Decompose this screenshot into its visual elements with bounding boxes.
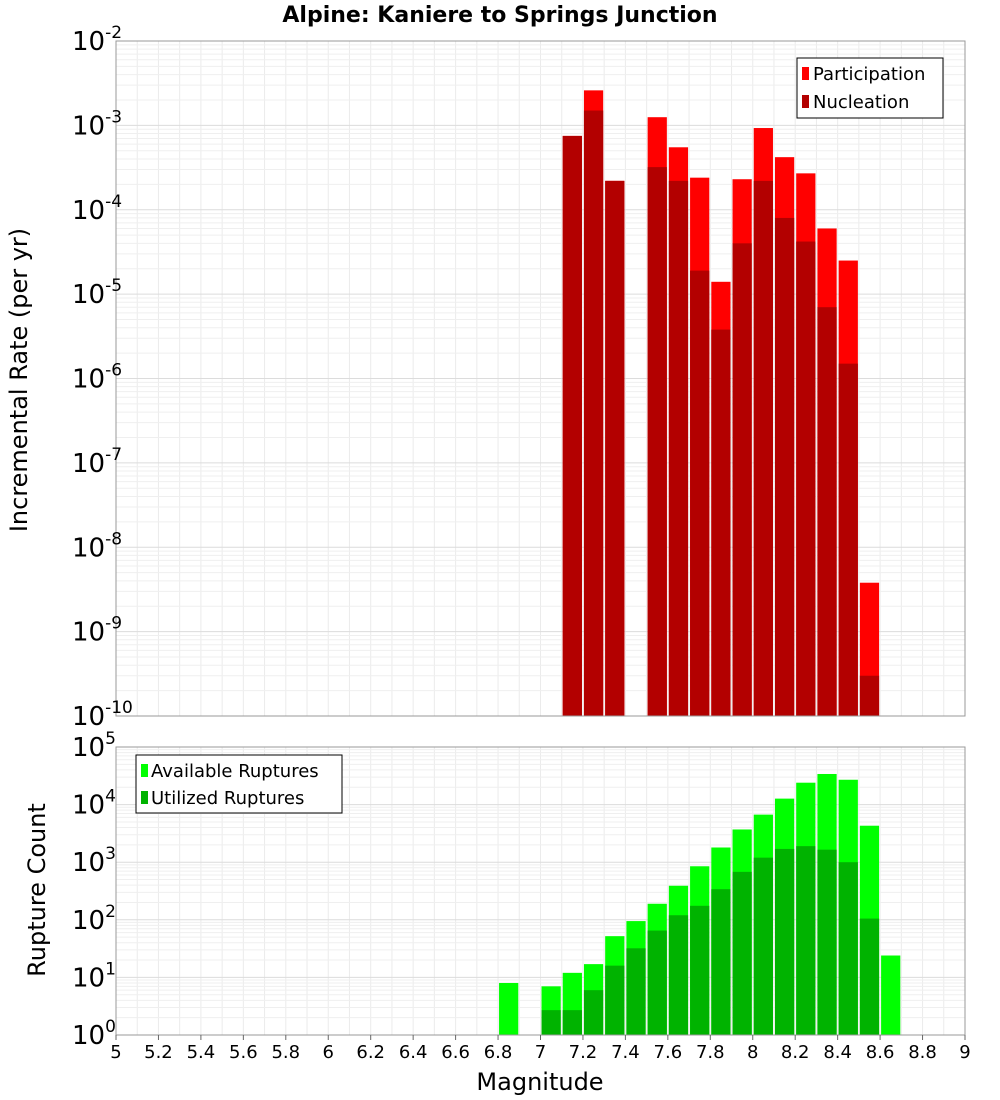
available-legend-label: Available Ruptures xyxy=(151,761,319,782)
rate-y-tick-label: 10-5 xyxy=(72,276,122,310)
magnitude-x-axis-label: Magnitude xyxy=(476,1068,603,1096)
rate-bar-nucleation xyxy=(711,329,731,716)
rate-bar-nucleation xyxy=(753,180,773,716)
count-y-tick-label: 105 xyxy=(72,729,116,763)
rate-panel: 10-10 10-9 10-8 10-7 10-6 10-5 10-4 10-3 10-2 In… xyxy=(5,23,966,732)
rate-y-tick-label: 10-8 xyxy=(72,529,122,563)
rate-bar-nucleation xyxy=(838,363,858,716)
rate-bar-nucleation xyxy=(817,307,837,716)
count-bar-utilized-ruptures xyxy=(796,846,816,1035)
rate-bar-nucleation xyxy=(583,110,604,716)
count-bar-utilized-ruptures xyxy=(668,915,689,1035)
count-y-tick-label: 100 xyxy=(72,1017,116,1051)
count-bar-utilized-ruptures xyxy=(562,1010,582,1035)
count-bar-utilized-ruptures xyxy=(774,848,795,1035)
nucleation-legend-label: Nucleation xyxy=(813,92,909,113)
x-tick-label: 7.2 xyxy=(569,1042,598,1063)
rate-y-tick-label: 10-7 xyxy=(72,445,122,479)
x-tick-label: 5.8 xyxy=(271,1042,300,1063)
x-tick-label: 5.2 xyxy=(144,1042,173,1063)
x-tick-label: 5.6 xyxy=(229,1042,258,1063)
rate-y-tick-label: 10-3 xyxy=(72,107,122,141)
count-bar-utilized-ruptures xyxy=(605,965,625,1035)
count-y-tick-label: 103 xyxy=(72,844,116,878)
x-tick-label: 8.4 xyxy=(823,1042,852,1063)
rate-y-tick-label: 10-9 xyxy=(72,614,122,648)
x-tick-label: 8 xyxy=(747,1042,758,1063)
count-bar-utilized-ruptures xyxy=(541,1010,561,1035)
rate-bar-nucleation xyxy=(647,167,667,716)
x-tick-label: 8.2 xyxy=(781,1042,810,1063)
x-tick-label: 7 xyxy=(535,1042,546,1063)
count-bar-utilized-ruptures xyxy=(647,930,667,1035)
participation-legend-label: Participation xyxy=(813,64,925,85)
x-tick-label: 6 xyxy=(323,1042,334,1063)
rate-legend-box xyxy=(796,57,944,119)
rate-bar-nucleation xyxy=(605,180,625,716)
available-legend-swatch xyxy=(141,764,148,777)
x-tick-label: 7.8 xyxy=(696,1042,725,1063)
count-y-ticks: 100 101 102 103 104 105 xyxy=(72,729,116,1051)
count-bar-utilized-ruptures xyxy=(859,918,880,1035)
x-tick-label: 8.8 xyxy=(908,1042,937,1063)
count-y-tick-label: 101 xyxy=(72,959,116,993)
count-bar-utilized-ruptures xyxy=(817,849,837,1035)
rate-bar-nucleation xyxy=(796,241,816,717)
x-tick-label: 5.4 xyxy=(187,1042,216,1063)
count-bar-utilized-ruptures xyxy=(711,889,731,1035)
count-legend-box xyxy=(135,754,343,814)
x-tick-label: 5 xyxy=(110,1042,121,1063)
count-y-axis-label: Rupture Count xyxy=(23,803,51,977)
rate-y-axis-label: Incremental Rate (per yr) xyxy=(5,228,33,532)
rate-bar-nucleation xyxy=(732,243,752,717)
magnitude-x-ticks: 5 5.2 5.4 5.6 5.8 6 6.2 6.4 6.6 6.8 7 7.2 7.4 7.6 7.8 8… xyxy=(110,1035,971,1063)
rate-y-tick-label: 10-2 xyxy=(72,23,122,57)
x-tick-label: 7.4 xyxy=(611,1042,640,1063)
rate-bar-nucleation xyxy=(774,217,795,716)
rate-y-tick-label: 10-4 xyxy=(72,192,122,226)
rate-gridlines xyxy=(115,41,966,717)
rate-y-ticks: 10-10 10-9 10-8 10-7 10-6 10-5 10-4 10-3 10-2 xyxy=(72,23,133,732)
x-tick-label: 6.4 xyxy=(399,1042,428,1063)
count-bar-utilized-ruptures xyxy=(753,857,773,1035)
x-tick-label: 9 xyxy=(959,1042,970,1063)
x-tick-label: 6.8 xyxy=(484,1042,513,1063)
count-y-tick-label: 102 xyxy=(72,902,116,936)
count-bars xyxy=(499,773,901,1035)
count-bar-utilized-ruptures xyxy=(838,862,858,1035)
x-tick-label: 7.6 xyxy=(654,1042,683,1063)
participation-legend-swatch xyxy=(802,67,809,80)
nucleation-legend-swatch xyxy=(802,95,809,108)
rate-legend: Participation Nucleation xyxy=(796,57,944,119)
chart-title: Alpine: Kaniere to Springs Junction xyxy=(282,3,717,28)
x-tick-label: 8.6 xyxy=(866,1042,895,1063)
rate-bar-nucleation xyxy=(562,135,582,717)
count-panel: 100 101 102 103 104 105 5 5.2 5.4 5.6 5.8 6 6.2 6.4 6… xyxy=(23,729,971,1096)
count-bar-utilized-ruptures xyxy=(626,948,646,1035)
rate-bar-nucleation xyxy=(668,180,689,716)
x-tick-label: 6.2 xyxy=(356,1042,385,1063)
rate-y-tick-label: 10-10 xyxy=(72,698,133,732)
count-bar-utilized-ruptures xyxy=(583,990,604,1035)
rate-bar-nucleation xyxy=(859,675,880,716)
count-bar-utilized-ruptures xyxy=(690,905,710,1035)
rate-plot-border xyxy=(115,40,966,717)
rate-y-tick-label: 10-6 xyxy=(72,361,122,395)
count-bar-utilized-ruptures xyxy=(732,871,752,1035)
rate-bar-nucleation xyxy=(690,270,710,716)
rate-bars xyxy=(562,90,880,717)
count-legend: Available Ruptures Utilized Ruptures xyxy=(135,754,343,814)
count-bar-available-ruptures xyxy=(881,955,901,1035)
x-tick-label: 6.6 xyxy=(441,1042,470,1063)
utilized-legend-swatch xyxy=(141,791,148,804)
utilized-legend-label: Utilized Ruptures xyxy=(151,788,304,809)
count-y-tick-label: 104 xyxy=(72,787,116,821)
count-bar-available-ruptures xyxy=(499,982,519,1035)
